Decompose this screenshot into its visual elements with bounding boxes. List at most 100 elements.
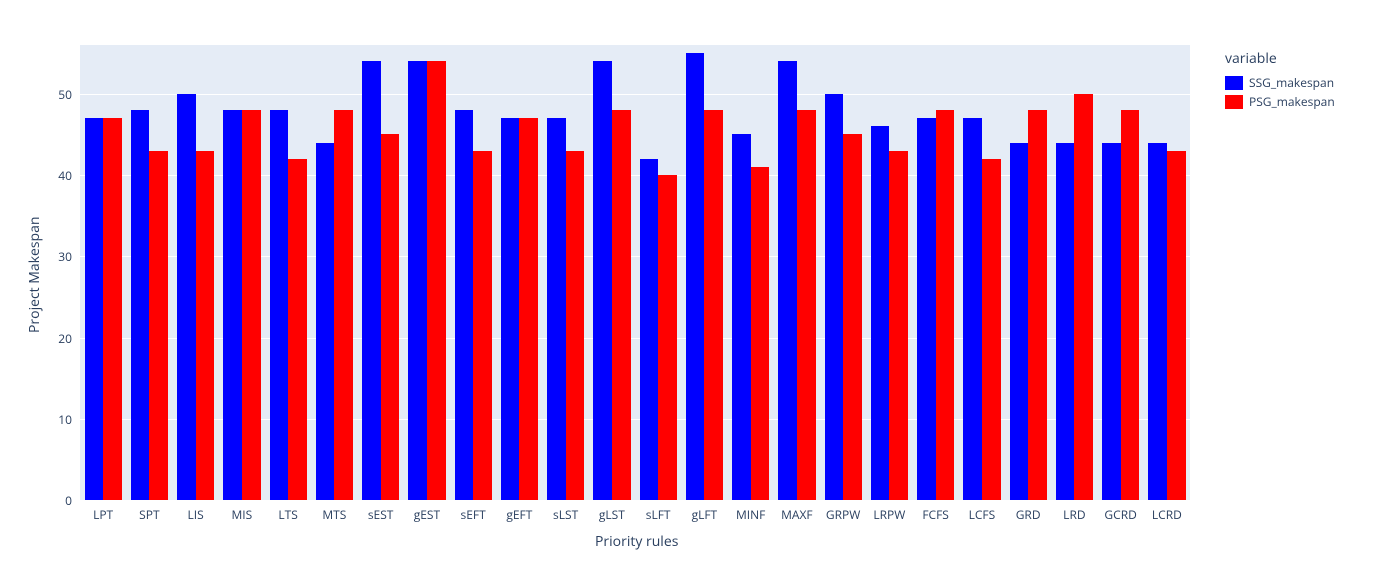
category-group: gLFT [681,45,727,500]
bar[interactable] [334,110,353,500]
category-group: SPT [126,45,172,500]
category-group: sEST [358,45,404,500]
bar[interactable] [593,61,612,500]
bar[interactable] [732,134,751,500]
category-group: LCRD [1144,45,1190,500]
bar[interactable] [797,110,816,500]
bar[interactable] [501,118,520,500]
x-tick-label: MTS [322,506,346,523]
legend-label: SSG_makespan [1249,74,1334,91]
bar[interactable] [1010,143,1029,501]
bar[interactable] [242,110,261,500]
bar[interactable] [963,118,982,500]
y-tick-label: 10 [32,411,72,428]
bar[interactable] [519,118,538,500]
legend[interactable]: variable SSG_makespanPSG_makespan [1225,49,1335,112]
bar[interactable] [223,110,242,500]
x-tick-label: sEFT [461,506,486,523]
category-group: LTS [265,45,311,500]
chart-container: LPTSPTLISMISLTSMTSsESTgESTsEFTgEFTsLSTgL… [0,0,1380,581]
x-tick-label: sLFT [646,506,671,523]
category-group: sLST [543,45,589,500]
bar[interactable] [103,118,122,500]
x-tick-label: GRD [1016,506,1041,523]
x-tick-label: MIS [232,506,253,523]
bar[interactable] [85,118,104,500]
bar[interactable] [427,61,446,500]
x-tick-label: LRPW [873,506,905,523]
category-group: gEST [404,45,450,500]
legend-swatch [1225,76,1243,90]
x-tick-label: LCFS [969,506,996,523]
y-axis-title: Project Makespan [25,216,44,332]
bar[interactable] [871,126,890,500]
bar[interactable] [196,151,215,500]
bar[interactable] [566,151,585,500]
x-tick-label: sLST [553,506,578,523]
plot-area: LPTSPTLISMISLTSMTSsESTgESTsEFTgEFTsLSTgL… [80,45,1190,500]
bar[interactable] [1167,151,1186,500]
bar[interactable] [177,94,196,500]
bar[interactable] [270,110,289,500]
category-group: MIS [219,45,265,500]
y-tick-label: 0 [32,492,72,509]
bar[interactable] [982,159,1001,500]
bar[interactable] [1121,110,1140,500]
bar[interactable] [889,151,908,500]
category-group: LCFS [959,45,1005,500]
bar[interactable] [1056,143,1075,501]
legend-item[interactable]: SSG_makespan [1225,74,1335,91]
bar[interactable] [751,167,770,500]
bar[interactable] [455,110,474,500]
y-tick-label: 50 [32,86,72,103]
bar[interactable] [381,134,400,500]
category-group: FCFS [913,45,959,500]
category-group: sEFT [450,45,496,500]
bar[interactable] [1074,94,1093,500]
bar[interactable] [473,151,492,500]
category-group: GCRD [1098,45,1144,500]
gridline [80,500,1190,501]
bar[interactable] [288,159,307,500]
category-group: GRPW [820,45,866,500]
x-tick-label: gEFT [506,506,532,523]
bars-layer: LPTSPTLISMISLTSMTSsESTgESTsEFTgEFTsLSTgL… [80,45,1190,500]
bar[interactable] [547,118,566,500]
x-axis-title: Priority rules [595,532,678,551]
bar[interactable] [640,159,659,500]
bar[interactable] [1148,143,1167,501]
bar[interactable] [658,175,677,500]
x-tick-label: LRD [1063,506,1085,523]
x-tick-label: LCRD [1152,506,1182,523]
category-group: sLFT [635,45,681,500]
x-tick-label: gLFT [692,506,718,523]
bar[interactable] [825,94,844,500]
category-group: LRPW [866,45,912,500]
category-group: MAXF [774,45,820,500]
bar[interactable] [686,53,705,500]
bar[interactable] [936,110,955,500]
category-group: LPT [80,45,126,500]
bar[interactable] [149,151,168,500]
bar[interactable] [704,110,723,500]
bar[interactable] [362,61,381,500]
x-tick-label: MINF [736,506,765,523]
bar[interactable] [843,134,862,500]
x-tick-label: sEST [368,506,394,523]
x-tick-label: GCRD [1104,506,1136,523]
x-tick-label: gEST [414,506,440,523]
bar[interactable] [316,143,335,501]
bar[interactable] [612,110,631,500]
x-tick-label: LIS [188,506,204,523]
x-tick-label: gLST [599,506,625,523]
legend-label: PSG_makespan [1249,93,1335,110]
bar[interactable] [778,61,797,500]
bar[interactable] [917,118,936,500]
bar[interactable] [1028,110,1047,500]
category-group: LRD [1051,45,1097,500]
bar[interactable] [408,61,427,500]
bar[interactable] [1102,143,1121,501]
bar[interactable] [131,110,150,500]
legend-item[interactable]: PSG_makespan [1225,93,1335,110]
category-group: gLST [589,45,635,500]
